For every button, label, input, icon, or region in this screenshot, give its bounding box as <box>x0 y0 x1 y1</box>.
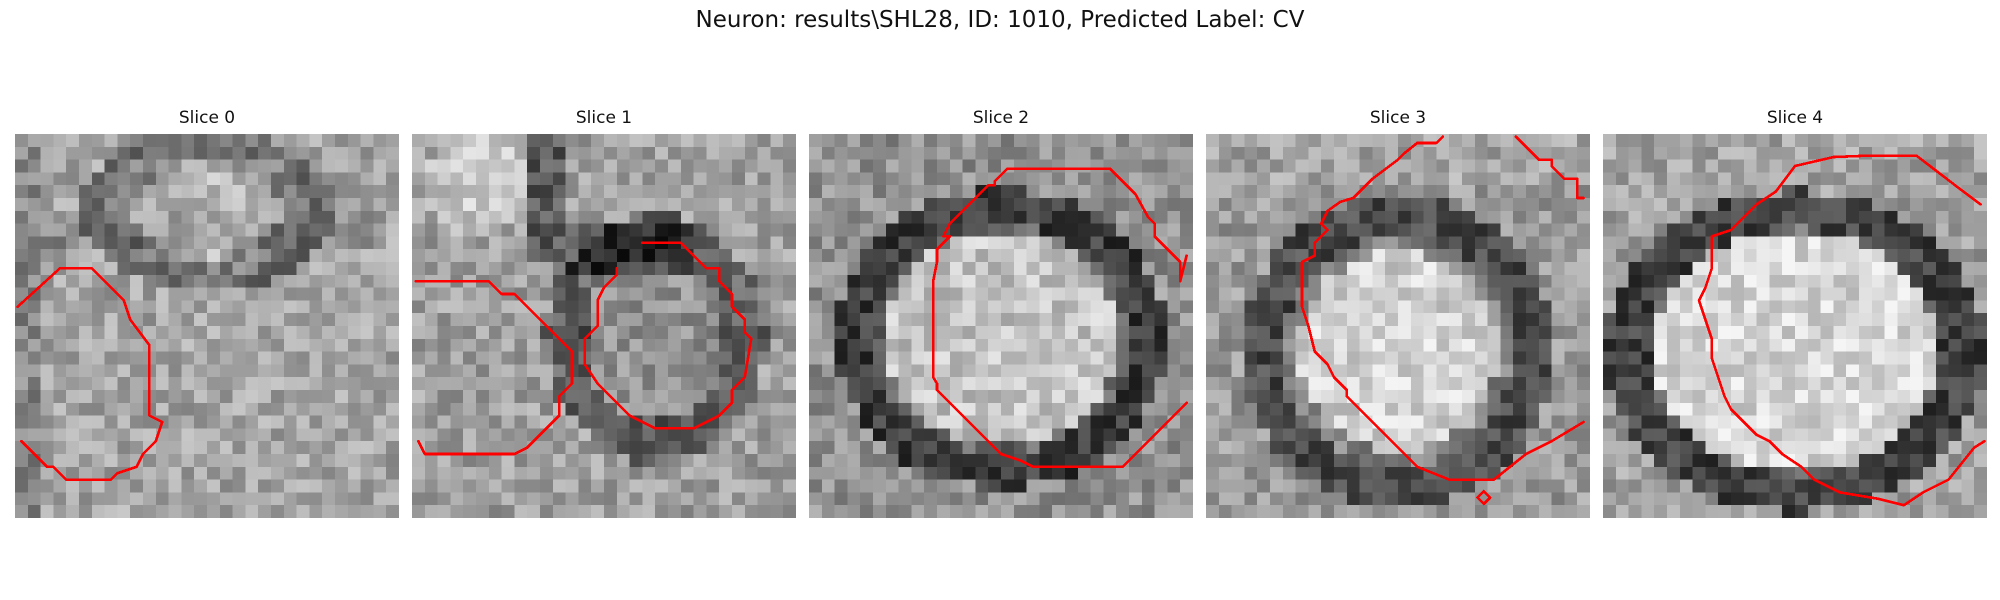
grayscale-pixel-grid <box>1206 134 1590 518</box>
segmentation-contour <box>416 281 572 454</box>
slice-title: Slice 0 <box>178 108 236 128</box>
segmentation-contour <box>1699 156 1984 505</box>
segmentation-contour <box>1302 137 1584 480</box>
segmentation-contour <box>1027 169 1187 282</box>
slice-title: Slice 3 <box>1369 108 1427 128</box>
slice-title: Slice 1 <box>575 108 633 128</box>
slice-image <box>15 134 399 518</box>
segmentation-contour <box>933 169 1186 467</box>
grayscale-pixel-grid <box>809 134 1193 518</box>
grayscale-pixel-grid <box>15 134 399 518</box>
grayscale-pixel-grid <box>1603 134 1987 518</box>
slice-image <box>1206 134 1590 518</box>
slice-title: Slice 2 <box>972 108 1030 128</box>
grayscale-pixel-grid <box>412 134 796 518</box>
segmentation-contour <box>1516 137 1584 198</box>
figure-title: Neuron: results\SHL28, ID: 1010, Predict… <box>695 7 1305 33</box>
slice-title: Slice 4 <box>1766 108 1824 128</box>
slice-image <box>412 134 796 518</box>
segmentation-contour <box>18 268 163 479</box>
segmentation-contour <box>1477 491 1490 504</box>
segmentation-contour <box>585 243 751 429</box>
slice-image <box>809 134 1193 518</box>
slice-image <box>1603 134 1987 518</box>
